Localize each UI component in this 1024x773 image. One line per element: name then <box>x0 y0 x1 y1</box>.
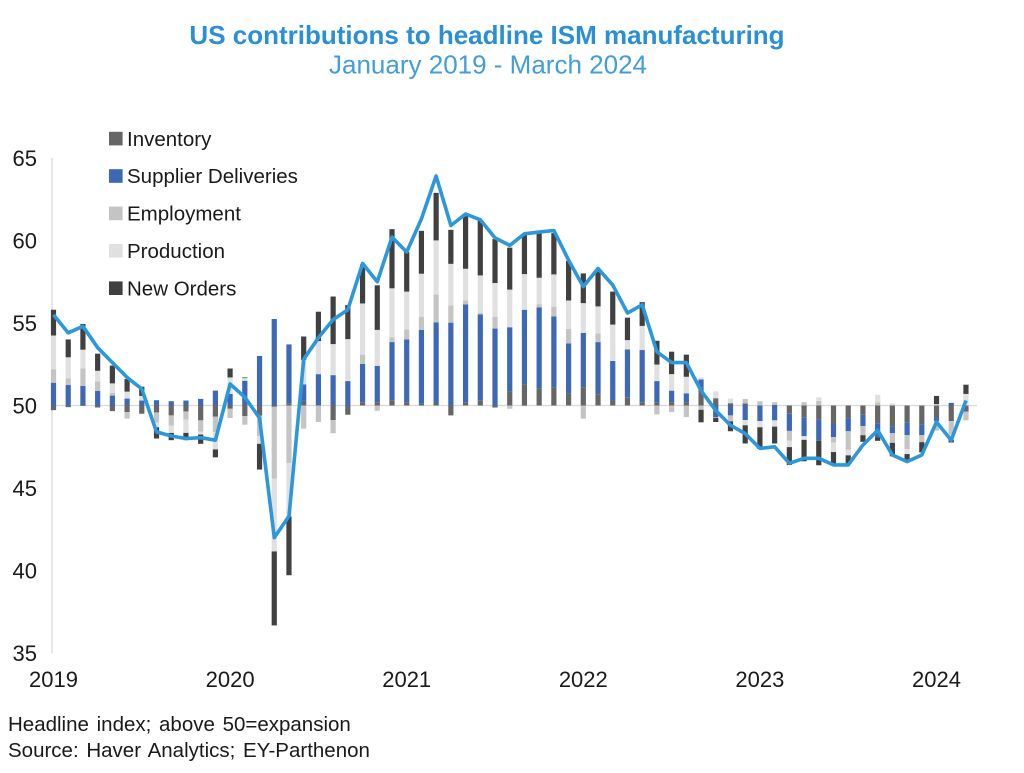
svg-text:45: 45 <box>13 476 37 501</box>
svg-text:2021: 2021 <box>382 667 431 692</box>
svg-text:New Orders: New Orders <box>127 277 236 300</box>
svg-text:55: 55 <box>13 311 37 336</box>
svg-text:35: 35 <box>13 641 37 666</box>
svg-text:Supplier Deliveries: Supplier Deliveries <box>127 165 298 188</box>
svg-text:Headline index; above 50=expan: Headline index; above 50=expansion <box>8 713 351 736</box>
svg-text:2023: 2023 <box>735 667 784 692</box>
svg-text:Source: Haver Analytics; EY-Pa: Source: Haver Analytics; EY-Parthenon <box>8 739 370 762</box>
svg-text:2024: 2024 <box>912 667 961 692</box>
svg-text:2019: 2019 <box>29 667 78 692</box>
svg-text:2020: 2020 <box>206 667 255 692</box>
svg-text:Inventory: Inventory <box>127 128 212 151</box>
svg-text:2022: 2022 <box>559 667 608 692</box>
svg-text:65: 65 <box>13 146 37 171</box>
svg-text:Employment: Employment <box>127 203 241 226</box>
svg-text:US contributions to headline I: US contributions to headline ISM manufac… <box>189 20 784 50</box>
svg-text:60: 60 <box>13 228 37 253</box>
svg-text:January 2019 - March 2024: January 2019 - March 2024 <box>329 50 647 80</box>
svg-text:Production: Production <box>127 240 225 263</box>
svg-text:50: 50 <box>13 394 37 419</box>
svg-text:40: 40 <box>13 559 37 584</box>
